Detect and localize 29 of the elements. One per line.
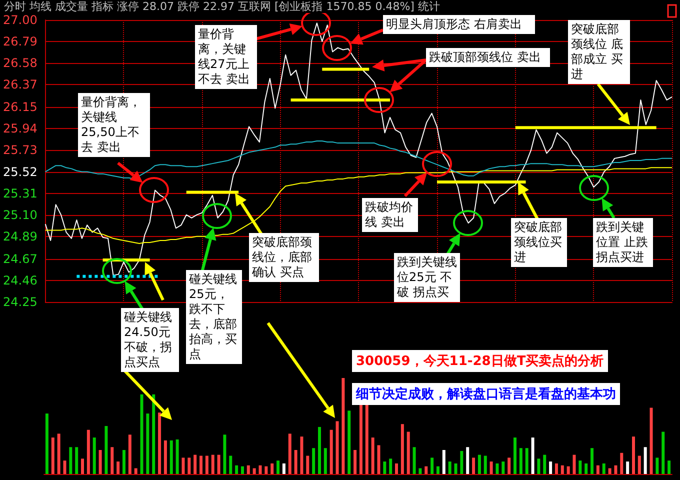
- y-tick-label: 24.25: [2, 295, 38, 309]
- y-tick-label: 26.15: [2, 100, 38, 114]
- annotation: 量价背离，关键线27元上不去 卖出: [195, 25, 257, 89]
- annotation: 突破底部颈线位 底部成立 买进: [568, 20, 630, 84]
- y-tick-label: 24.89: [2, 229, 38, 244]
- annotation: 明显头肩顶形态 右肩卖出: [383, 15, 535, 34]
- annotation: 跌破顶部颈线位 卖出: [426, 48, 550, 67]
- annotation: 跌到关键位置 止跌拐点买进: [593, 218, 653, 267]
- text: 碰关键线24.50元不破，拐点买点: [121, 308, 179, 372]
- text: 分时 均线 成交量 指标 涨停 28.07 跌停 22.97 互联网 [创业板指 1570.85 0.48%] 统计: [4, 0, 440, 13]
- y-tick-label: 27.00: [2, 13, 38, 27]
- annotation: 突破底部颈线位买进: [511, 218, 567, 267]
- y-tick-label: 25.31: [2, 186, 38, 200]
- y-tick-label: 26.58: [2, 56, 38, 70]
- annotation: 跌破均价线 卖出: [362, 198, 418, 232]
- y-tick-label: 25.10: [2, 208, 38, 222]
- y-tick-label: 25.94: [2, 122, 38, 136]
- y-tick-label: 26.37: [2, 78, 38, 92]
- annotation: 跌到关键线位25元 不破 拐点买: [394, 253, 460, 302]
- y-tick-label: 26.79: [2, 34, 38, 49]
- y-tick-label: 24.46: [2, 273, 38, 288]
- annotation: 量价背离，关键线25,50上不去 卖出: [78, 93, 150, 157]
- annotation: 突破底部颈线位，底部确认 买点: [249, 233, 319, 282]
- y-tick-label: 25.73: [2, 143, 38, 158]
- y-tick-label: 24.67: [2, 252, 38, 266]
- annotation: 细节决定成败，解读盘口语言是看盘的基本功: [352, 383, 620, 405]
- text: 300059，今天11-28日做T买卖点的分析: [352, 350, 608, 372]
- annotation: 碰关键线25元，跌不下去，底部抬高，买点: [186, 270, 242, 364]
- y-tick-label: 25.52: [2, 164, 38, 179]
